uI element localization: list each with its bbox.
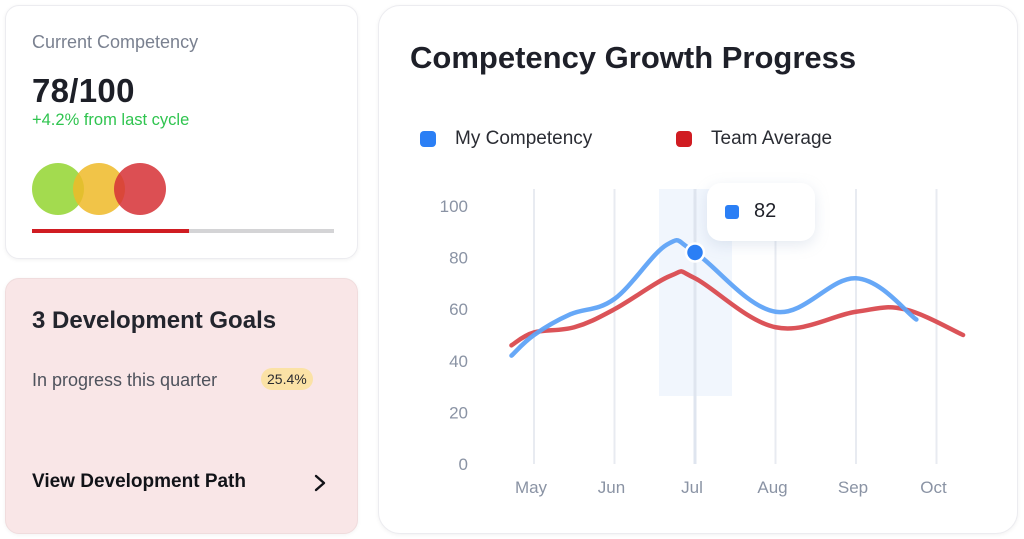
legend-label-team-average: Team Average <box>711 128 833 149</box>
y-tick-label: 80 <box>449 249 468 268</box>
y-tick-label: 60 <box>449 300 468 319</box>
x-tick-label: Aug <box>757 478 787 497</box>
level-circle-red <box>114 163 166 215</box>
competency-score: 78/100 <box>32 72 135 109</box>
x-tick-label: Sep <box>838 478 868 497</box>
y-tick-label: 20 <box>449 403 468 422</box>
series-line-my-competency <box>509 238 919 358</box>
tooltip-swatch <box>725 205 739 219</box>
legend-item-team-average[interactable]: Team Average <box>676 128 832 150</box>
competency-progress-bar <box>32 229 334 233</box>
tooltip-value: 82 <box>754 200 777 222</box>
competency-level-indicator <box>32 163 172 215</box>
goals-subtitle: In progress this quarter <box>32 370 218 390</box>
x-tick-label: Jun <box>598 478 625 497</box>
x-tick-label: May <box>515 478 548 497</box>
goals-percent-badge: 25.4% <box>261 368 313 390</box>
legend-swatch-blue <box>420 131 436 147</box>
competency-progress-fill <box>32 229 190 233</box>
current-competency-card: Current Competency 78/100 +4.2% from las… <box>5 5 358 259</box>
competency-growth-chart-card: 0 20 40 60 80 100 May Jun Jul Aug Sep Oct Competen… <box>378 5 1018 534</box>
y-tick-label: 40 <box>449 352 468 371</box>
y-tick-label: 0 <box>459 455 468 474</box>
view-development-path-link[interactable]: View Development Path <box>32 469 334 499</box>
x-tick-label: Jul <box>681 478 703 497</box>
legend-swatch-red <box>676 131 692 147</box>
competency-growth-chart: 0 20 40 60 80 100 May Jun Jul Aug Sep Oct <box>440 189 966 497</box>
chart-title: Competency Growth Progress <box>410 40 857 75</box>
chevron-right-icon <box>314 474 326 492</box>
goals-title: 3 Development Goals <box>32 307 277 334</box>
legend-item-my-competency[interactable]: My Competency <box>420 128 592 150</box>
competency-label: Current Competency <box>32 32 199 52</box>
chart-tooltip: 82 <box>707 183 815 241</box>
series-line-team-average <box>509 269 966 348</box>
competency-delta: +4.2% from last cycle <box>32 111 190 129</box>
view-development-path-label: View Development Path <box>32 471 246 492</box>
x-tick-label: Oct <box>920 478 947 497</box>
data-point-marker <box>684 242 706 263</box>
development-goals-card: 3 Development Goals In progress this qua… <box>5 278 358 534</box>
y-tick-label: 100 <box>440 197 468 216</box>
legend-label-my-competency: My Competency <box>455 128 593 149</box>
